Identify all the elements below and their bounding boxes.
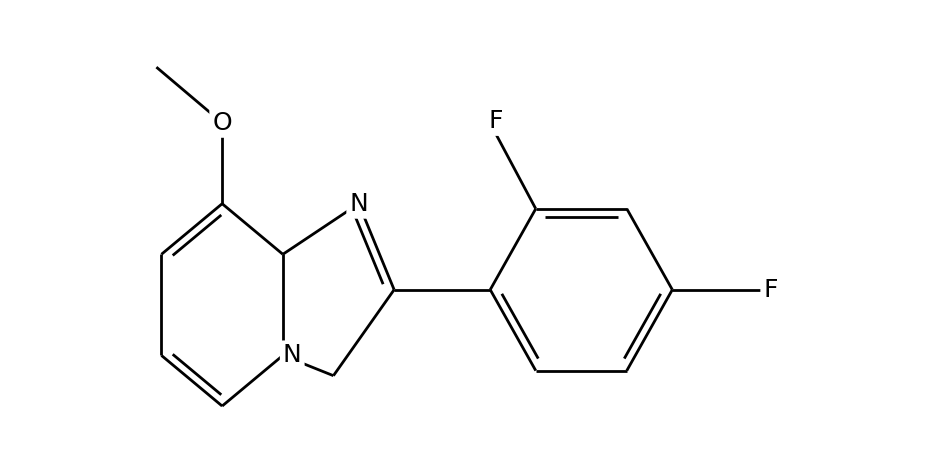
Text: F: F — [763, 278, 778, 302]
Text: N: N — [283, 344, 302, 367]
Text: F: F — [488, 109, 503, 133]
Text: O: O — [212, 111, 232, 135]
Text: N: N — [350, 192, 368, 216]
